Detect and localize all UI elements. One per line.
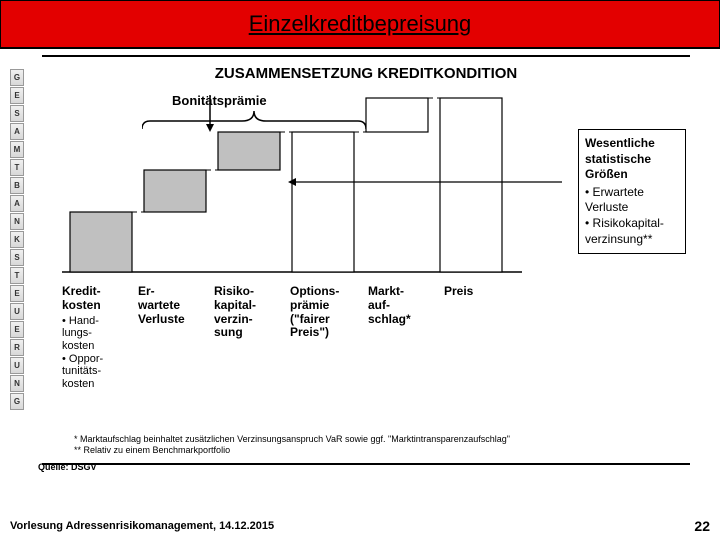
footnote-line: * Marktaufschlag beinhaltet zusätzlichen… [74,434,510,446]
sidebar-letter: T [10,267,24,284]
chart-figure: ZUSAMMENSETZUNG KREDITKONDITION Bonitäts… [42,55,690,465]
sidebar-letter: A [10,195,24,212]
sidebar-letter: T [10,159,24,176]
sidebar-vertical-letters: GESAMTBANKSTEUERUNG [10,69,24,410]
sidebar-letter: B [10,177,24,194]
sidebar-letter: S [10,105,24,122]
page-number: 22 [694,518,710,534]
title-bar: Einzelkreditbepreisung [0,0,720,48]
x-label: Options-prämie("fairerPreis") [290,285,368,390]
sidebox-item: Erwartete Verluste [585,185,679,216]
sidebar-letter: U [10,303,24,320]
waterfall-chart [62,92,582,287]
x-label: Risiko-kapital-verzin-sung [214,285,290,390]
footnote-line: ** Relativ zu einem Benchmarkportfolio [74,445,510,457]
sidebar-letter: K [10,231,24,248]
sidebar-letter: S [10,249,24,266]
footer: Vorlesung Adressenrisikomanagement, 14.1… [10,518,710,534]
x-label: Er-warteteVerluste [138,285,214,390]
chart-title: ZUSAMMENSETZUNG KREDITKONDITION [42,65,690,82]
footer-text: Vorlesung Adressenrisikomanagement, 14.1… [10,520,274,532]
sidebar-letter: E [10,321,24,338]
sidebox-title: Wesentliche statistische Größen [585,136,679,183]
slide-title: Einzelkreditbepreisung [249,11,472,37]
sidebar-letter: U [10,357,24,374]
source-text: Quelle: DSGV [38,462,97,472]
footnotes: * Marktaufschlag beinhaltet zusätzlichen… [74,434,510,457]
sidebar-letter: N [10,375,24,392]
x-labels-row: Kredit-kostenHand-lungs-kostenOppor-tuni… [62,285,504,390]
x-label: Kredit-kostenHand-lungs-kostenOppor-tuni… [62,285,138,390]
sidebox: Wesentliche statistische Größen Erwartet… [578,129,686,254]
x-label: Preis [444,285,504,390]
sidebox-list: Erwartete VerlusteRisikokapital-verzinsu… [585,185,679,247]
sidebar-letter: A [10,123,24,140]
sidebar-letter: E [10,87,24,104]
sidebar-letter: G [10,69,24,86]
sidebar-letter: E [10,285,24,302]
content-area: GESAMTBANKSTEUERUNG ZUSAMMENSETZUNG KRED… [0,48,720,500]
sidebar-letter: G [10,393,24,410]
sidebar-letter: N [10,213,24,230]
sidebar-letter: R [10,339,24,356]
sidebox-item: Risikokapital-verzinsung** [585,216,679,247]
sidebar-letter: M [10,141,24,158]
x-label: Markt-auf-schlag* [368,285,444,390]
